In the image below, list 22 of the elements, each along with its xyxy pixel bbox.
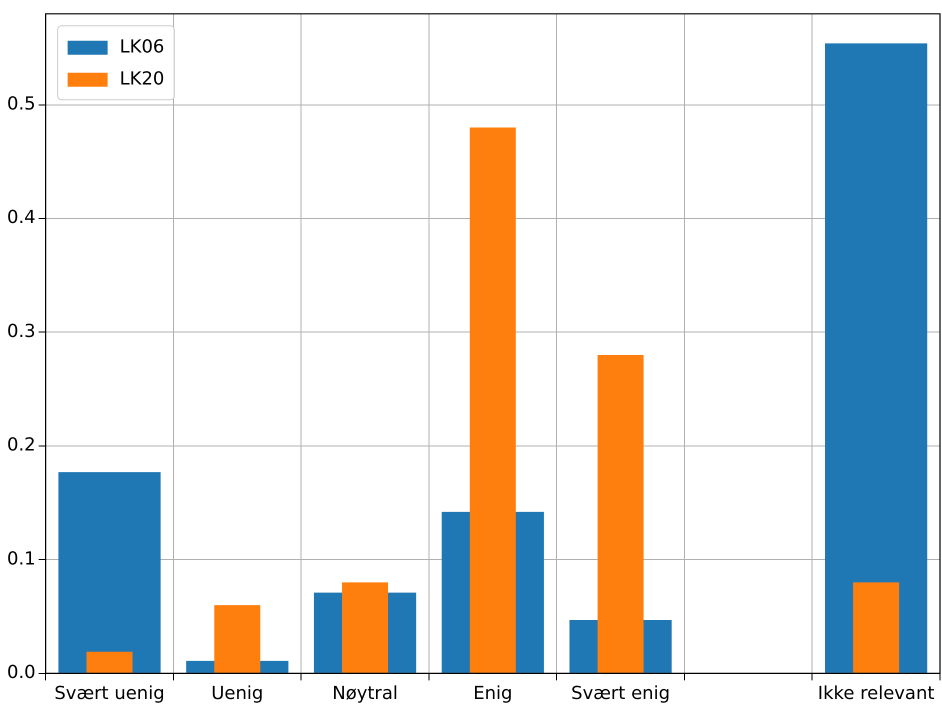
bar bbox=[58, 472, 161, 673]
legend-label: LK06 bbox=[120, 36, 164, 58]
y-tick-label: 0.5 bbox=[6, 93, 36, 114]
y-tick-label: 0.3 bbox=[6, 320, 36, 342]
bar bbox=[342, 582, 388, 673]
x-tick-label: Enig bbox=[473, 682, 512, 704]
bar bbox=[853, 582, 900, 673]
x-tick-label: Nøytral bbox=[332, 682, 398, 704]
bar bbox=[86, 652, 133, 673]
bar bbox=[598, 354, 644, 673]
x-tick-label: Ikke relevant bbox=[818, 682, 934, 704]
bar bbox=[470, 128, 516, 673]
y-tick-label: 0.4 bbox=[6, 207, 36, 228]
bar bbox=[214, 605, 260, 673]
legend-label: LK20 bbox=[120, 68, 164, 90]
bar bbox=[825, 43, 928, 673]
y-tick-label: 0.2 bbox=[6, 434, 36, 456]
y-tick-label: 0.0 bbox=[6, 662, 36, 684]
x-tick-label: Svært uenig bbox=[54, 682, 165, 704]
x-tick-label: Uenig bbox=[211, 682, 264, 704]
x-tick-label: Svært enig bbox=[571, 682, 670, 704]
y-tick-label: 0.1 bbox=[6, 548, 36, 570]
